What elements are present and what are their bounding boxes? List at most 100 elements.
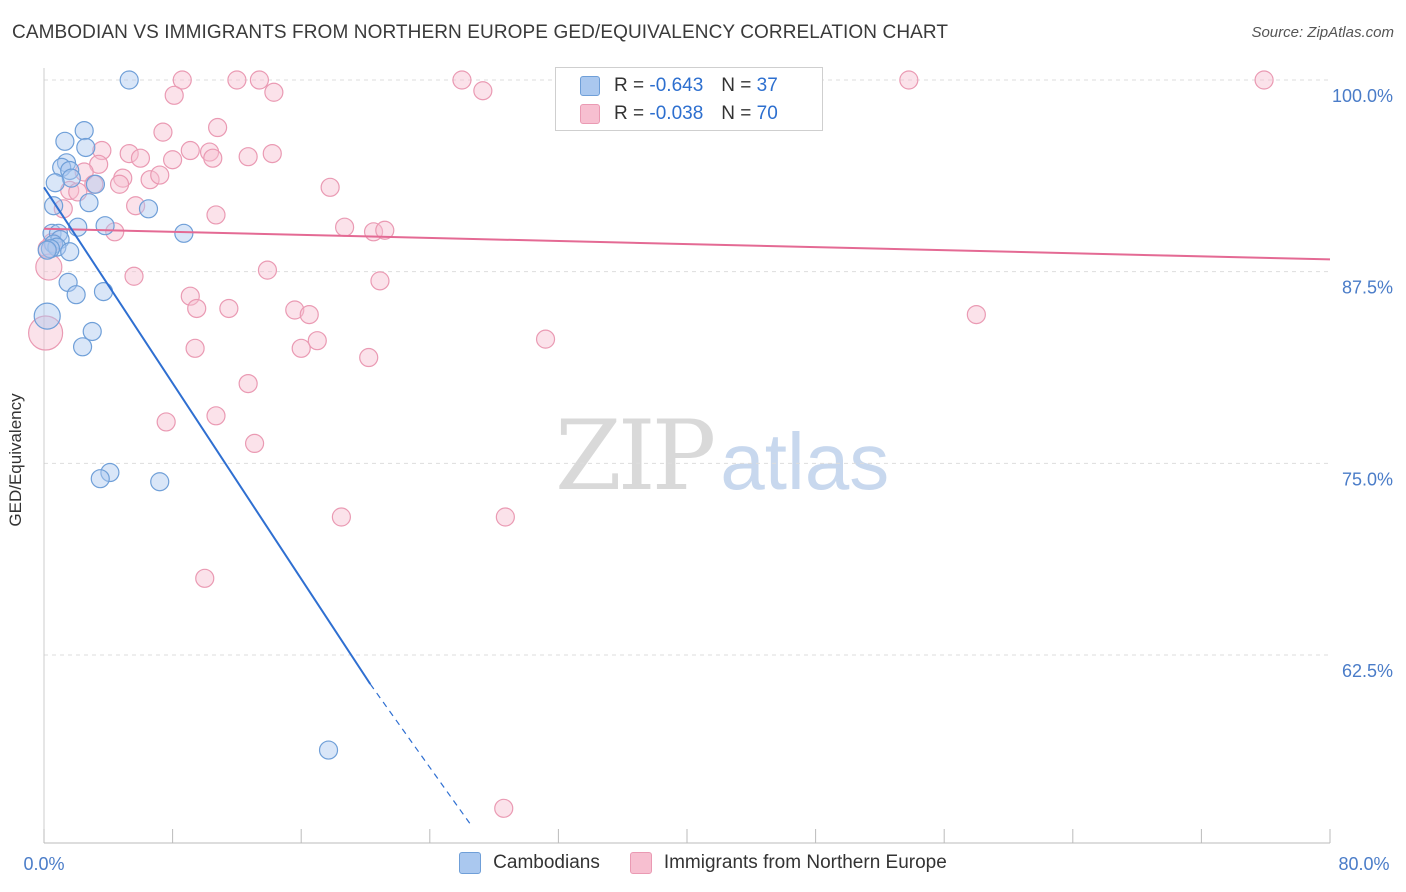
gridlines	[44, 79, 1330, 656]
legend-row-cambodians: R = -0.643 N = 37	[580, 72, 778, 100]
data-point-immigrants	[164, 85, 184, 105]
data-point-immigrants	[195, 568, 215, 588]
data-point-immigrants	[238, 147, 258, 167]
data-point-immigrants	[172, 70, 192, 90]
data-point-cambodians	[40, 239, 61, 259]
x-tick-label: 80.0%	[1338, 854, 1389, 874]
legend-label-immigrants: Immigrants from Northern Europe	[663, 852, 947, 873]
data-point-cambodians	[74, 121, 94, 141]
legend-label-cambodians: Cambodians	[493, 852, 600, 873]
legend-swatch-blue	[580, 76, 600, 96]
data-point-immigrants	[257, 260, 278, 280]
data-point-immigrants	[370, 271, 390, 291]
data-point-immigrants	[249, 70, 270, 90]
legend-swatch-blue	[459, 852, 482, 874]
legend-n-value: 37	[756, 75, 778, 96]
data-point-cambodians	[55, 131, 75, 151]
data-point-immigrants	[359, 347, 379, 368]
tick-labels: 62.5% 75.0% 87.5% 100.0% 0.0% 80.0%	[23, 86, 1393, 874]
data-point-immigrants	[163, 150, 183, 170]
data-point-immigrants	[966, 305, 986, 325]
data-point-immigrants	[473, 81, 493, 101]
data-point-immigrants	[375, 220, 395, 240]
legend-item-cambodians: Cambodians	[459, 852, 600, 874]
data-point-immigrants	[1254, 70, 1274, 90]
data-point-immigrants	[262, 144, 282, 164]
data-point-cambodians	[318, 740, 339, 760]
data-point-immigrants	[180, 140, 200, 161]
data-point-immigrants	[320, 177, 340, 197]
data-point-immigrants	[140, 170, 160, 190]
data-point-immigrants	[299, 305, 319, 325]
legend-row-immigrants: R = -0.038 N = 70	[580, 100, 778, 128]
data-point-immigrants	[185, 338, 205, 358]
data-point-immigrants	[156, 412, 176, 432]
data-point-immigrants	[130, 148, 151, 168]
chart-title: CAMBODIAN VS IMMIGRANTS FROM NORTHERN EU…	[12, 22, 949, 43]
data-point-cambodians	[61, 168, 81, 188]
data-point-immigrants	[105, 222, 125, 242]
y-tick-label: 100.0%	[1332, 86, 1393, 106]
legend-r-label: R =	[614, 103, 645, 124]
data-point-immigrants	[208, 117, 228, 138]
data-point-cambodians	[66, 285, 86, 305]
data-point-cambodians	[138, 199, 159, 219]
trend-lines	[43, 186, 1331, 825]
correlation-legend: R = -0.643 N = 37 R = -0.038 N = 70	[555, 67, 823, 131]
legend-n-label: N =	[721, 75, 752, 96]
watermark-atlas: atlas	[720, 417, 890, 506]
data-point-immigrants	[219, 298, 239, 319]
data-point-cambodians	[33, 302, 61, 330]
data-point-immigrants	[206, 406, 226, 426]
data-point-immigrants	[899, 70, 919, 90]
data-point-immigrants	[285, 300, 305, 320]
data-point-immigrants	[153, 122, 173, 142]
legend-r-label: R =	[614, 75, 645, 96]
legend-r-value: -0.038	[649, 103, 704, 124]
legend-swatch-pink	[580, 104, 600, 124]
data-point-cambodians	[82, 321, 102, 342]
data-point-cambodians	[85, 174, 106, 194]
data-point-immigrants	[335, 217, 355, 237]
data-point-cambodians	[90, 469, 110, 489]
data-point-cambodians	[95, 216, 115, 236]
data-point-immigrants	[535, 329, 556, 349]
legend-swatch-pink	[629, 852, 652, 874]
y-tick-label: 87.5%	[1342, 278, 1393, 298]
data-point-immigrants	[238, 374, 258, 394]
data-point-immigrants	[452, 70, 472, 90]
legend-n-value: 70	[756, 103, 778, 124]
y-tick-label: 62.5%	[1342, 661, 1393, 681]
data-point-immigrants	[291, 338, 311, 358]
data-point-immigrants	[244, 433, 265, 453]
data-point-cambodians	[79, 193, 99, 213]
data-point-immigrants	[187, 298, 207, 319]
data-point-immigrants	[331, 507, 351, 527]
data-point-immigrants	[203, 148, 223, 168]
trend-line-immigrants	[43, 227, 1331, 261]
data-point-cambodians	[119, 70, 139, 90]
data-point-cambodians	[76, 137, 96, 158]
axes	[43, 68, 1331, 844]
data-point-cambodians	[174, 223, 194, 243]
y-tick-label: 75.0%	[1342, 469, 1393, 489]
data-point-cambodians	[72, 337, 93, 357]
legend-n-label: N =	[721, 103, 752, 124]
data-point-immigrants	[35, 253, 63, 281]
data-point-immigrants	[150, 165, 170, 185]
data-point-immigrants	[227, 70, 247, 90]
data-point-cambodians	[93, 282, 114, 302]
data-point-immigrants	[124, 266, 144, 286]
source-label: Source: ZipAtlas.com	[1251, 24, 1394, 41]
watermark: ZIP atlas	[555, 400, 889, 512]
data-point-cambodians	[100, 462, 120, 483]
data-point-cambodians	[60, 242, 80, 262]
data-point-cambodians	[45, 173, 65, 193]
series-cambodians	[33, 70, 339, 760]
data-point-immigrants	[206, 205, 226, 225]
data-point-cambodians	[60, 160, 80, 181]
x-tick-label: 0.0%	[23, 854, 64, 874]
data-point-immigrants	[264, 82, 284, 102]
data-point-immigrants	[119, 144, 139, 164]
